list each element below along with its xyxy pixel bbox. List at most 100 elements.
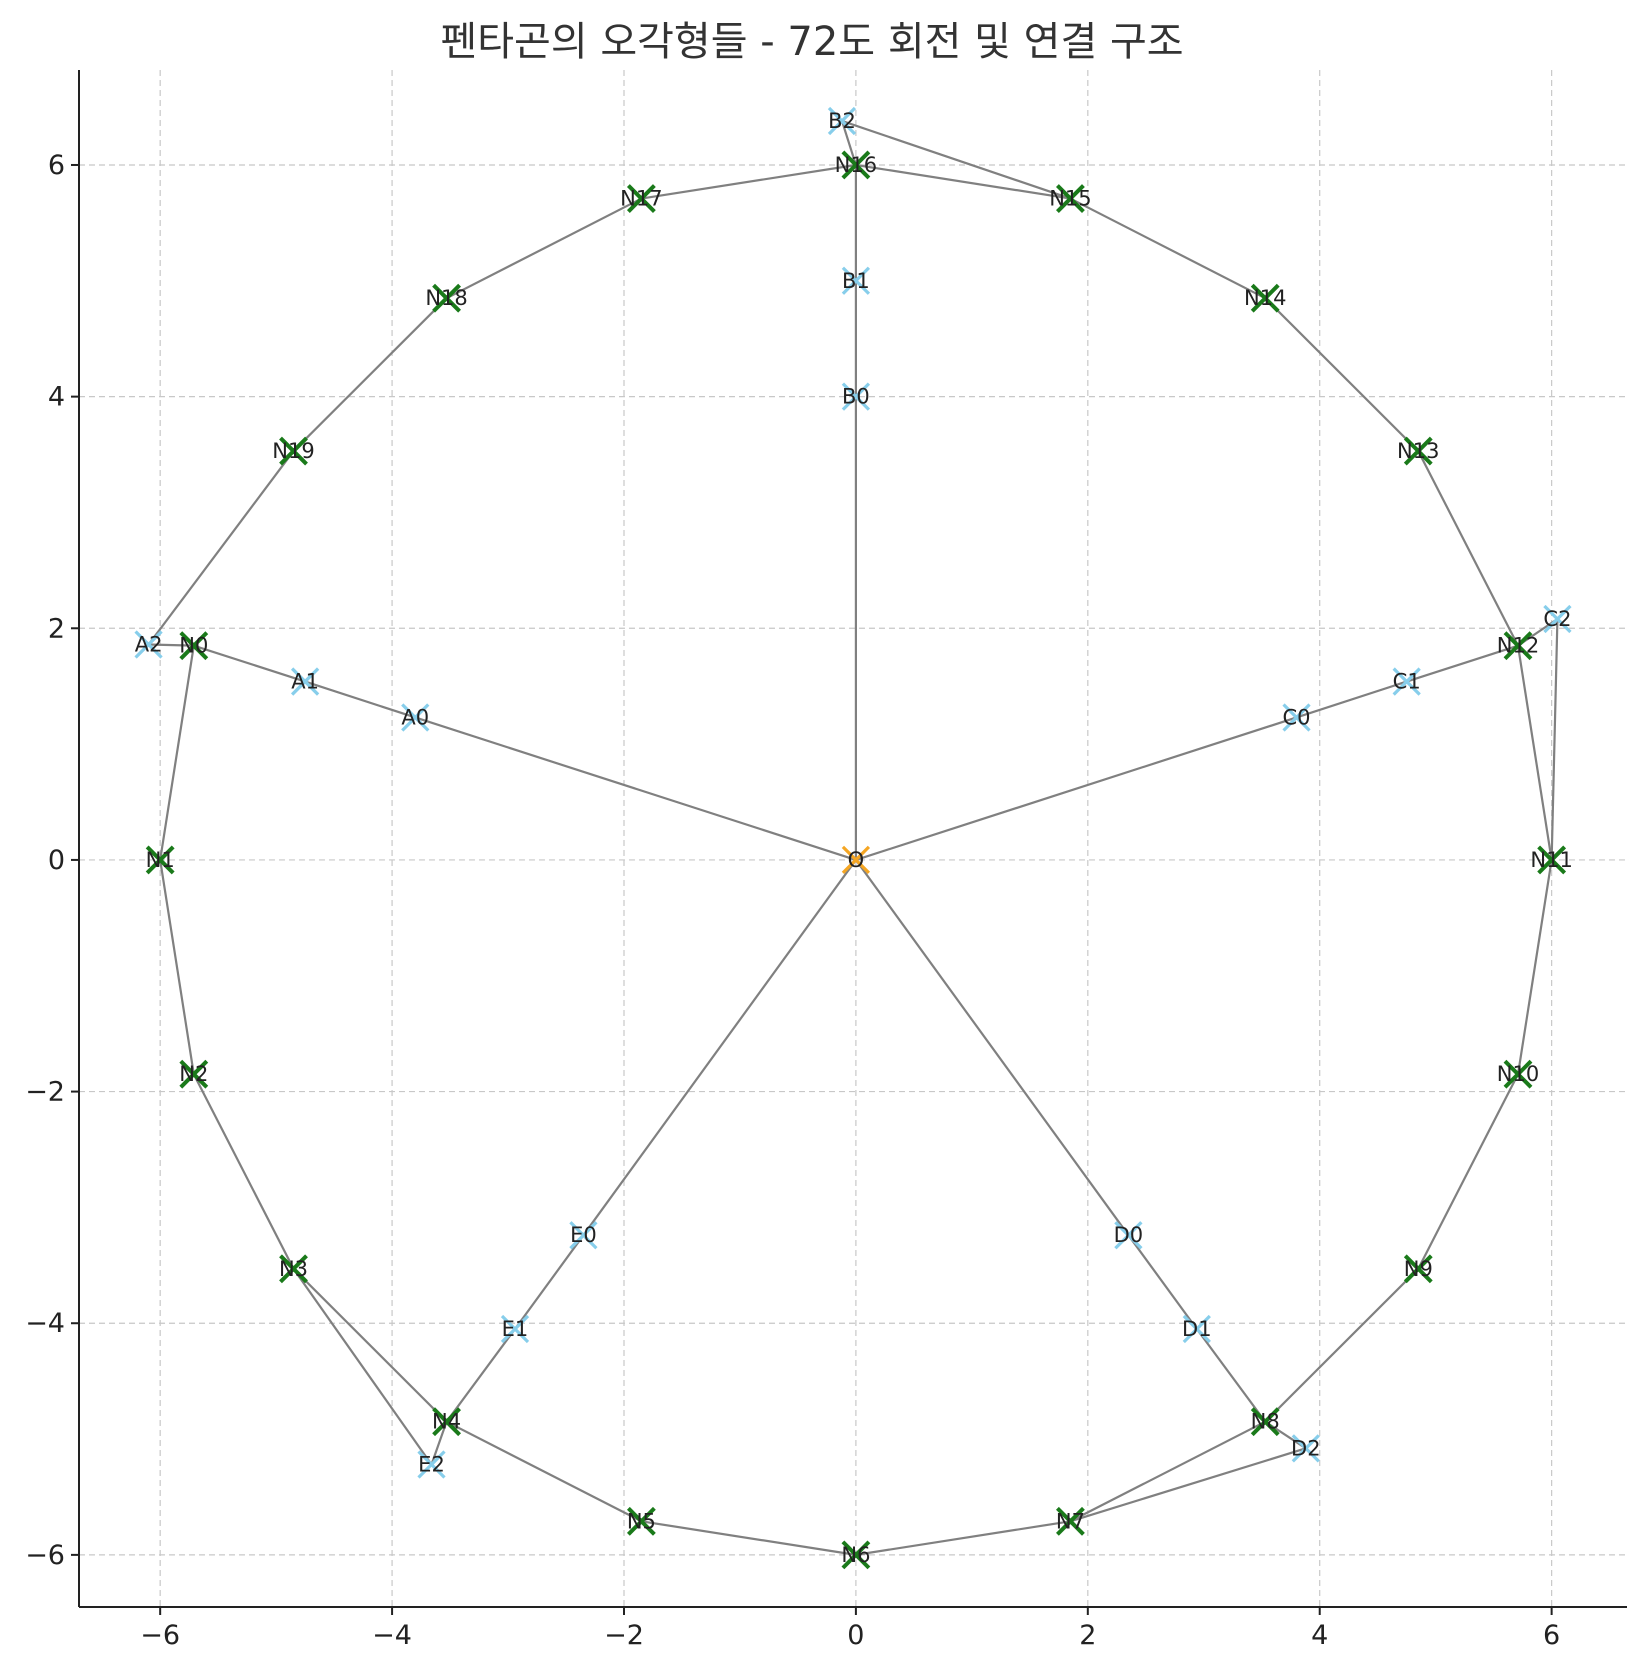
x-tick-label: −4: [372, 1620, 412, 1651]
point-marker-E2: [417, 1450, 446, 1479]
point-label-N17: N17: [620, 187, 662, 211]
edge-O-A0: [414, 716, 857, 861]
edge-N8-N9: [1264, 1268, 1420, 1423]
point-label-N2: N2: [179, 1062, 208, 1086]
edge-E1-N4: [445, 1328, 516, 1423]
point-label-N15: N15: [1049, 187, 1091, 211]
edge-O-E0: [582, 859, 857, 1236]
point-label-B1: B1: [842, 269, 870, 293]
edge-E0-E1: [514, 1234, 585, 1330]
point-label-N19: N19: [272, 439, 314, 463]
edge-D0-D1: [1127, 1234, 1198, 1330]
point-marker-N15: [1056, 184, 1085, 213]
edge-N15-N16: [855, 163, 1071, 200]
point-marker-N6: [841, 1540, 871, 1570]
edge-N16-B2: [840, 120, 857, 166]
edge-E2-N3: [292, 1268, 433, 1466]
point-marker-N10: [1503, 1059, 1533, 1089]
x-tick-label: −6: [140, 1620, 180, 1651]
point-marker-D1: [1182, 1314, 1211, 1344]
edge-N5-N6: [641, 1520, 857, 1556]
point-label-N11: N11: [1530, 848, 1572, 872]
point-marker-C2: [1543, 604, 1572, 634]
point-marker-N13: [1403, 436, 1433, 466]
point-marker-N12: [1503, 631, 1533, 661]
point-label-E2: E2: [418, 1453, 445, 1477]
axes: [78, 70, 1627, 1608]
point-label-C2: C2: [1543, 607, 1571, 631]
point-label-N4: N4: [432, 1410, 461, 1434]
point-label-C1: C1: [1393, 670, 1421, 694]
y-tick-label: −2: [25, 1077, 65, 1108]
point-label-B2: B2: [828, 109, 856, 133]
point-label-N6: N6: [841, 1543, 870, 1567]
point-marker-E0: [569, 1221, 598, 1250]
point-marker-N11: [1537, 845, 1567, 875]
edge-N2-N3: [192, 1073, 295, 1270]
edge-N7-N8: [1069, 1420, 1266, 1523]
point-label-N0: N0: [179, 634, 208, 658]
point-label-A1: A1: [291, 670, 319, 694]
chart-title: 펜타곤의 오각형들 - 72도 회전 및 연결 구조: [440, 19, 1183, 65]
edge-N9-N10: [1417, 1073, 1519, 1270]
point-marker-N19: [279, 436, 308, 466]
point-marker-N3: [279, 1254, 308, 1284]
y-tick-label: −4: [25, 1308, 65, 1339]
point-marker-N1: [145, 845, 175, 875]
point-label-D0: D0: [1114, 1223, 1144, 1247]
point-marker-N0: [179, 631, 209, 661]
point-label-N5: N5: [627, 1509, 656, 1533]
point-marker-N17: [626, 184, 656, 213]
point-label-C0: C0: [1283, 705, 1311, 729]
edge-D2-N7: [1070, 1447, 1307, 1523]
x-tick-label: −2: [604, 1620, 644, 1651]
edge-N12-N13: [1417, 450, 1519, 647]
point-marker-N5: [626, 1506, 656, 1536]
x-tick-label: 0: [847, 1620, 864, 1651]
point-label-O: O: [848, 848, 865, 872]
y-tick-label: 2: [48, 613, 65, 644]
point-label-N7: N7: [1056, 1509, 1085, 1533]
point-marker-C0: [1282, 703, 1311, 732]
point-label-A0: A0: [401, 705, 429, 729]
point-marker-B0: [841, 382, 871, 411]
markers: [134, 106, 1572, 1570]
point-label-N13: N13: [1397, 439, 1439, 463]
edge-N4-E2: [430, 1421, 448, 1465]
point-marker-N9: [1403, 1254, 1433, 1284]
y-tick-label: 0: [48, 845, 65, 876]
point-marker-N2: [179, 1059, 209, 1089]
point-label-E1: E1: [502, 1317, 529, 1341]
x-tick-label: 4: [1311, 1620, 1328, 1651]
edge-N16-N17: [641, 163, 857, 200]
point-label-N1: N1: [146, 848, 175, 872]
edge-C2-N11: [1550, 618, 1559, 860]
point-marker-B1: [841, 266, 871, 295]
point-marker-A1: [290, 667, 320, 696]
edge-O-C0: [855, 716, 1297, 861]
y-tick-label: −6: [25, 1540, 65, 1571]
point-marker-C1: [1392, 667, 1421, 696]
edge-A0-A1: [304, 680, 416, 719]
edge-N0-A2: [148, 643, 194, 647]
point-marker-E1: [500, 1314, 530, 1344]
edge-N18-N19: [292, 297, 448, 452]
edge-N0-N1: [159, 645, 195, 861]
point-label-A2: A2: [135, 632, 163, 656]
point-marker-N14: [1250, 283, 1280, 313]
x-tick-label: 6: [1543, 1620, 1560, 1651]
point-label-N9: N9: [1404, 1257, 1433, 1281]
edge-C1-N12: [1406, 644, 1519, 683]
point-label-B0: B0: [842, 385, 870, 409]
x-tick-label: 2: [1079, 1620, 1096, 1651]
edge-N3-N4: [292, 1268, 448, 1423]
point-marker-O: [841, 845, 871, 875]
point-marker-N8: [1250, 1407, 1280, 1437]
edge-N10-N11: [1516, 859, 1553, 1075]
point-marker-B2: [827, 106, 857, 136]
point-marker-A0: [401, 703, 430, 732]
edge-A1-N0: [193, 644, 306, 683]
edge-D1-N8: [1195, 1328, 1267, 1423]
edge-N1-N2: [159, 859, 195, 1075]
